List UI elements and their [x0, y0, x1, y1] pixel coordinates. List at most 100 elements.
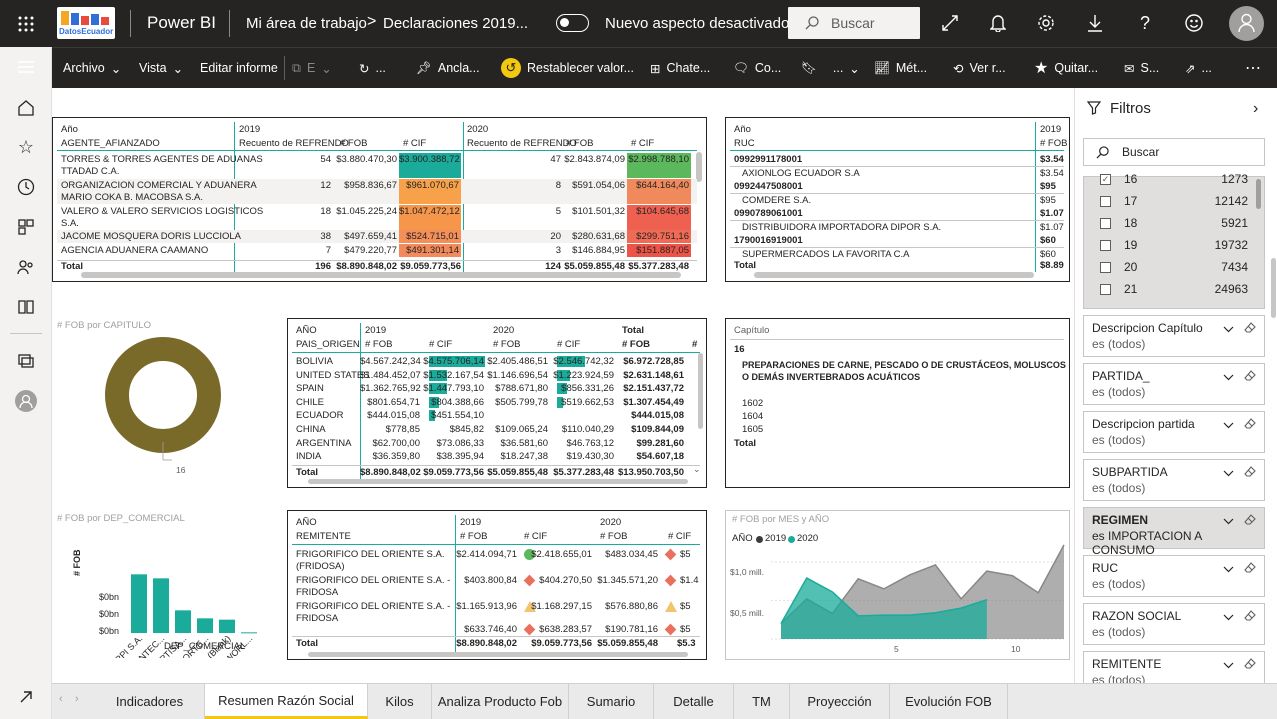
tab-indicadores[interactable]: Indicadores — [95, 684, 205, 719]
breadcrumb-workspace[interactable]: Mi área de trabajo — [246, 15, 367, 32]
search-input[interactable]: Buscar — [788, 7, 920, 39]
reset-button[interactable]: ↺ Restablecer valor... — [501, 48, 634, 88]
bookmark-button[interactable]: 🔖︎... ⌄ — [801, 60, 860, 76]
refresh-button[interactable]: ↻... — [359, 61, 386, 76]
pais-origen-matrix[interactable]: AÑO PAIS_ORIGEN 2019 2020 Total # FOB # … — [287, 318, 707, 488]
bar-5[interactable] — [241, 632, 257, 634]
table-row-label[interactable]: JACOME MOSQUERA DORIS LUCCIOLA — [61, 231, 242, 242]
table-row-label[interactable]: TORRES & TORRES AGENTES DE ADUANAS — [61, 154, 263, 165]
horizontal-scrollbar[interactable] — [308, 479, 688, 484]
chevron-down-icon[interactable] — [1223, 322, 1234, 336]
filter-card-descripcion-partida[interactable]: Descripcion partida es (todos) — [1083, 411, 1265, 453]
tab-kilos[interactable]: Kilos — [368, 684, 432, 719]
editar-informe-button[interactable]: Editar informe — [200, 61, 278, 75]
tab-sumario[interactable]: Sumario — [569, 684, 654, 719]
table-row-label[interactable]: ORGANIZACION COMERCIAL Y ADUANERA — [61, 180, 257, 191]
subscribe-button[interactable]: ✉ S... — [1124, 61, 1160, 76]
table-row-label[interactable]: AXIONLOG ECUADOR S.A — [742, 167, 860, 179]
agente-afianzado-matrix[interactable]: Año AGENTE_AFIANZADO 2019 2020 Recuento … — [52, 117, 707, 282]
table-row-label[interactable]: 0992991178001 — [734, 154, 803, 165]
tab-scroll-right-icon[interactable]: › — [75, 693, 79, 705]
table-row-label[interactable]: BOLIVIA — [296, 356, 333, 367]
eraser-icon[interactable] — [1244, 322, 1256, 336]
chevron-down-icon[interactable] — [1223, 370, 1234, 384]
slicer-item-16[interactable]: 16 — [734, 344, 745, 355]
bar-0[interactable] — [131, 574, 147, 633]
table-row-label[interactable]: CHINA — [296, 424, 326, 435]
chevron-down-icon[interactable] — [1223, 658, 1234, 672]
settings-icon[interactable] — [1034, 11, 1058, 35]
slicer-item[interactable]: 1604 — [742, 411, 764, 422]
horizontal-scrollbar[interactable] — [754, 272, 1034, 278]
expand-arrow-icon[interactable] — [14, 685, 38, 709]
eraser-icon[interactable] — [1244, 514, 1256, 528]
favorite-button[interactable]: ★ Quitar... — [1034, 60, 1099, 77]
metrics-button[interactable]: 📈︎ Mét... — [874, 60, 928, 76]
capitulo-filter-card[interactable]: ✓ 16 1273 17 12142 18 5921 19 19732 20 7434 21 24963 — [1083, 172, 1265, 309]
capitulo-slicer[interactable]: Capítulo 16 PREPARACIONES DE CARNE, PESC… — [725, 318, 1070, 488]
vista-menu[interactable]: Vista ⌄ — [139, 61, 184, 76]
table-row-label[interactable]: AGENCIA ADUANERA CAAMANO — [61, 245, 209, 256]
eraser-icon[interactable] — [1244, 370, 1256, 384]
checked-checkbox-icon[interactable]: ✓ — [1100, 174, 1111, 185]
tab-resumen-razón-social[interactable]: Resumen Razón Social — [205, 684, 368, 719]
help-icon[interactable]: ? — [1139, 12, 1150, 33]
eraser-icon[interactable] — [1244, 658, 1256, 672]
horizontal-scrollbar[interactable] — [81, 272, 681, 278]
eraser-icon[interactable] — [1244, 562, 1256, 576]
filter-card-subpartida[interactable]: SUBPARTIDA es (todos) — [1083, 459, 1265, 501]
tab-tm[interactable]: TM — [734, 684, 790, 719]
table-row-label[interactable]: DISTRIBUIDORA IMPORTADORA DIPOR S.A. — [742, 221, 942, 233]
table-row-label[interactable]: CHILE — [296, 396, 324, 408]
recent-clock-icon[interactable] — [14, 175, 38, 199]
checkbox-icon[interactable] — [1100, 218, 1111, 229]
new-look-toggle[interactable] — [556, 14, 589, 32]
table-row-label[interactable]: FRIGORIFICO DEL ORIENTE S.A. - — [296, 601, 451, 612]
slicer-item[interactable]: 1602 — [742, 398, 764, 409]
notifications-icon[interactable] — [986, 11, 1010, 35]
tab-analiza-producto-fob[interactable]: Analiza Producto Fob — [432, 684, 569, 719]
eraser-icon[interactable] — [1244, 610, 1256, 624]
filter-card-partida-[interactable]: PARTIDA_ es (todos) — [1083, 363, 1265, 405]
chevron-down-icon[interactable] — [1223, 562, 1234, 576]
feedback-smiley-icon[interactable] — [1182, 11, 1206, 35]
table-row-label[interactable]: 0992447508001 — [734, 181, 803, 192]
shared-people-icon[interactable] — [14, 255, 38, 279]
table-row-label[interactable]: FRIGORIFICO DEL ORIENTE S.A. — [296, 549, 445, 560]
fob-mes-ano-area-chart[interactable]: # FOB por MES y AÑO AÑO 2019 2020 $1,0 m… — [725, 510, 1070, 660]
checkbox-icon[interactable] — [1100, 196, 1111, 207]
filter-card-ruc[interactable]: RUC es (todos) — [1083, 555, 1265, 597]
filters-scrollbar[interactable] — [1271, 258, 1276, 318]
hamburger-icon[interactable] — [14, 55, 38, 79]
apps-icon[interactable] — [14, 215, 38, 239]
chat-button[interactable]: ⊞ Chate... — [650, 61, 711, 76]
table-row-label[interactable]: FRIGORIFICO DEL ORIENTE S.A. - — [296, 575, 451, 586]
filter-option-20[interactable]: 20 7434 — [1098, 257, 1248, 277]
table-row-label[interactable]: INDIA — [296, 451, 322, 463]
table-row-label[interactable]: SPAIN — [296, 383, 324, 395]
ruc-matrix[interactable]: Año RUC 2019 # FOB Total $8.89 099299117… — [725, 117, 1070, 282]
pin-button[interactable]: 📌︎ Ancla... — [416, 60, 480, 76]
filter-card-regimen[interactable]: REGIMEN es IMPORTACION A CONSUMO — [1083, 507, 1265, 557]
table-row-label[interactable]: SUPERMERCADOS LA FAVORITA C.A — [742, 248, 910, 260]
vertical-scrollbar[interactable] — [696, 152, 702, 182]
vertical-scrollbar[interactable] — [698, 353, 703, 429]
archivo-menu[interactable]: Archivo ⌄ — [63, 61, 122, 76]
chevron-down-icon[interactable] — [1223, 514, 1234, 528]
eraser-icon[interactable] — [1244, 466, 1256, 480]
tab-evolución-fob[interactable]: Evolución FOB — [890, 684, 1008, 719]
filter-card-razon-social[interactable]: RAZON SOCIAL es (todos) — [1083, 603, 1265, 645]
filter-option-18[interactable]: 18 5921 — [1098, 213, 1248, 233]
capitulo-donut-chart[interactable] — [100, 332, 230, 472]
bar-2[interactable] — [175, 610, 191, 633]
app-launcher-icon[interactable] — [12, 10, 40, 38]
eraser-icon[interactable] — [1244, 418, 1256, 432]
slicer-item[interactable]: 1605 — [742, 424, 764, 435]
bar-4[interactable] — [219, 619, 235, 633]
chevron-down-icon[interactable] — [1223, 466, 1234, 480]
tab-detalle[interactable]: Detalle — [654, 684, 734, 719]
chevron-down-icon[interactable] — [1223, 418, 1234, 432]
bar-1[interactable] — [153, 578, 169, 633]
more-options-button[interactable]: ⋯ — [1245, 60, 1261, 77]
